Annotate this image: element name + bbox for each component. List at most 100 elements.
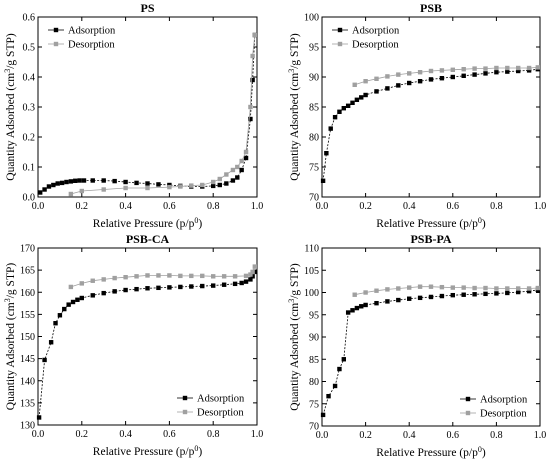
series-adsorption <box>37 32 258 195</box>
y-tick-label: 80 <box>309 377 319 388</box>
x-tick-label: 0.4 <box>119 201 132 212</box>
data-point <box>494 286 499 291</box>
x-tick-label: 0.8 <box>207 201 220 212</box>
data-point <box>221 282 227 287</box>
series-adsorption <box>36 269 258 420</box>
data-point <box>341 357 346 362</box>
x-tick-label: 0.4 <box>403 201 416 212</box>
legend-marker <box>182 395 188 401</box>
y-tick-label: 75 <box>309 163 319 174</box>
data-point <box>123 179 128 185</box>
chart-panel-2: PSB 0.0 0.2 0.4 0.6 0.8 1.0 70 75 80 85 90 95 100 Rela… <box>287 1 547 230</box>
x-tick-label: 0.8 <box>490 201 503 212</box>
legend-marker <box>53 41 59 47</box>
data-point <box>505 290 510 296</box>
data-point <box>200 273 205 279</box>
data-point <box>232 281 238 287</box>
data-point <box>352 82 357 87</box>
data-point <box>385 287 390 292</box>
data-point <box>211 274 216 279</box>
y-tick-label: 85 <box>309 103 319 114</box>
data-point <box>68 284 74 290</box>
x-tick-label: 0.6 <box>447 201 460 212</box>
data-point <box>68 191 74 197</box>
y-tick-label: 130 <box>20 421 35 432</box>
data-point <box>483 285 488 291</box>
y-tick-label: 110 <box>304 244 319 255</box>
data-point <box>252 264 258 269</box>
data-point <box>70 299 76 305</box>
x-axis-label: Relative Pressure (p/p0) <box>376 216 486 231</box>
series-desorption <box>352 65 541 87</box>
data-point <box>328 126 333 131</box>
data-point <box>90 178 95 183</box>
data-point <box>461 67 466 72</box>
data-point <box>359 95 364 100</box>
y-tick-label: 165 <box>20 266 35 277</box>
legend-marker <box>53 27 59 33</box>
chart-panel-3: PSB-CA 0.0 0.2 0.4 0.6 0.8 1.0 130 135 140 145 150 1… <box>3 232 264 458</box>
legend-marker <box>182 409 188 415</box>
data-point <box>81 178 87 183</box>
series-line <box>70 34 256 195</box>
x-tick-label: 0.2 <box>359 430 372 441</box>
data-point <box>516 68 521 74</box>
data-point <box>248 104 253 110</box>
legend-label: Adsorption <box>480 395 528 406</box>
data-point <box>189 273 194 279</box>
legend-marker <box>465 410 471 416</box>
data-point <box>42 357 47 363</box>
data-point <box>505 286 510 291</box>
data-point <box>526 288 532 294</box>
data-point <box>211 183 216 189</box>
x-tick-label: 0.0 <box>32 201 45 212</box>
y-axis-label: Quantity Adsorbed (cm3/g STP) <box>3 263 18 411</box>
data-point <box>243 155 249 161</box>
data-point <box>37 190 43 195</box>
data-point <box>439 68 445 73</box>
data-point <box>75 297 80 302</box>
data-point <box>516 286 521 291</box>
series-line <box>354 286 538 296</box>
series-desorption <box>68 32 258 197</box>
data-point <box>79 188 84 194</box>
y-tick-label: 100 <box>304 288 319 299</box>
data-point <box>123 287 128 293</box>
data-point <box>374 300 379 306</box>
data-point <box>36 415 42 420</box>
data-point <box>483 66 488 71</box>
y-axis-label: Quantity Adsorbed (cm3/g STP) <box>287 263 302 411</box>
data-point <box>428 77 434 82</box>
chart-title: PS <box>140 1 154 15</box>
series-line <box>354 67 538 86</box>
y-tick-label: 0.3 <box>23 103 36 114</box>
y-axis-label: Quantity Adsorbed (cm3/g STP) <box>287 33 302 181</box>
series-desorption <box>352 284 541 297</box>
data-point <box>53 321 58 326</box>
data-point <box>374 288 379 293</box>
data-point <box>248 116 253 122</box>
x-tick-label: 0.4 <box>403 430 416 441</box>
y-tick-label: 0.5 <box>23 43 36 54</box>
data-point <box>350 100 355 105</box>
data-point <box>79 295 84 301</box>
data-point <box>250 53 255 59</box>
data-point <box>407 285 412 290</box>
data-point <box>385 299 390 304</box>
legend-label: Desorption <box>352 40 399 51</box>
data-point <box>239 167 244 173</box>
y-axis-label: Quantity Adsorbed (cm3/g STP) <box>3 33 18 181</box>
data-point <box>200 182 205 188</box>
data-point <box>217 182 222 188</box>
data-point <box>472 72 477 77</box>
data-point <box>326 393 331 399</box>
data-point <box>363 302 368 308</box>
data-point <box>248 272 253 277</box>
data-point <box>235 164 240 170</box>
data-point <box>396 286 401 291</box>
data-point <box>189 284 194 289</box>
data-point <box>123 185 128 191</box>
data-point <box>211 179 216 185</box>
legend-label: Desorption <box>197 408 244 419</box>
series-line <box>39 34 256 193</box>
